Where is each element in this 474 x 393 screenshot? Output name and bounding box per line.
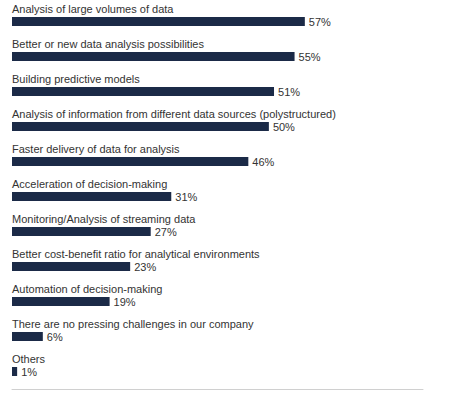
svg-text:6%: 6% <box>47 331 63 343</box>
svg-text:23%: 23% <box>134 261 156 273</box>
svg-text:Automation of decision-making: Automation of decision-making <box>12 283 162 295</box>
svg-text:57%: 57% <box>309 16 331 28</box>
svg-text:Better or new data analysis po: Better or new data analysis possibilitie… <box>12 38 204 50</box>
svg-text:50%: 50% <box>273 121 295 133</box>
svg-text:Analysis of information from d: Analysis of information from different d… <box>12 108 336 120</box>
svg-text:31%: 31% <box>175 191 197 203</box>
svg-text:Monitoring/Analysis of streami: Monitoring/Analysis of streaming data <box>12 213 196 225</box>
svg-text:46%: 46% <box>252 156 274 168</box>
svg-text:There are no pressing challeng: There are no pressing challenges in our … <box>12 318 254 330</box>
svg-text:19%: 19% <box>114 296 136 308</box>
svg-text:27%: 27% <box>155 226 177 238</box>
svg-text:Acceleration of decision-makin: Acceleration of decision-making <box>12 178 167 190</box>
svg-text:Building predictive models: Building predictive models <box>12 73 140 85</box>
svg-text:55%: 55% <box>299 51 321 63</box>
svg-text:Faster delivery of data for an: Faster delivery of data for analysis <box>12 143 180 155</box>
svg-text:51%: 51% <box>278 86 300 98</box>
svg-text:Others: Others <box>12 353 46 365</box>
svg-text:Better cost-benefit ratio for: Better cost-benefit ratio for analytical… <box>12 248 260 260</box>
svg-text:1%: 1% <box>21 366 37 378</box>
svg-text:Analysis of large volumes of d: Analysis of large volumes of data <box>12 3 174 15</box>
